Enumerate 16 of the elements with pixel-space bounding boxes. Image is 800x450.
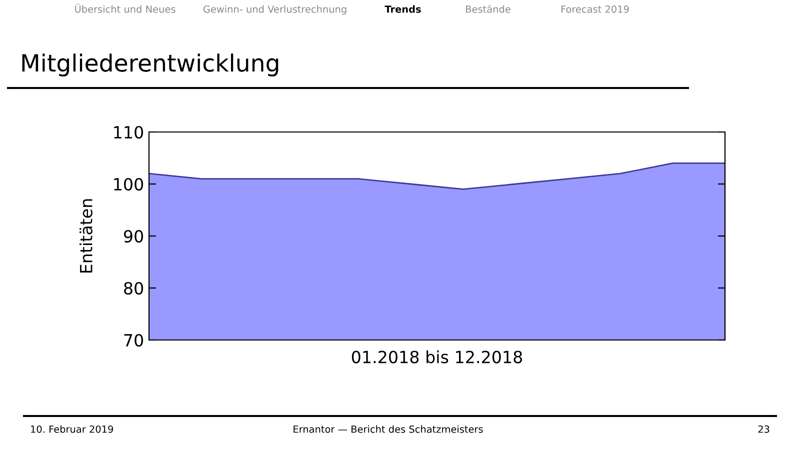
y-axis-title: Entitäten bbox=[80, 199, 92, 273]
chart-title: Mitgliederentwicklung bbox=[22, 54, 278, 76]
text: Bestände bbox=[466, 5, 510, 13]
text: Gewinn- und Verlustrechnung bbox=[203, 5, 346, 15]
text: Ernantor — Bericht des Schatzmeisters bbox=[294, 425, 483, 433]
x-axis-title: 01.2018 bis 12.2018 bbox=[352, 350, 522, 364]
y-tick-label: 80 bbox=[124, 282, 144, 295]
text: Forecast 2019 bbox=[561, 5, 629, 13]
y-tick-label: 90 bbox=[124, 230, 144, 243]
y-tick-label: 110 bbox=[114, 126, 144, 139]
text: Übersicht und Neues bbox=[75, 4, 176, 13]
y-tick-label: 100 bbox=[114, 178, 144, 191]
text: Trends bbox=[384, 5, 421, 13]
y-tick-label: 70 bbox=[124, 334, 144, 347]
text: 23 bbox=[758, 425, 770, 433]
text: 10. Februar 2019 bbox=[31, 425, 114, 433]
